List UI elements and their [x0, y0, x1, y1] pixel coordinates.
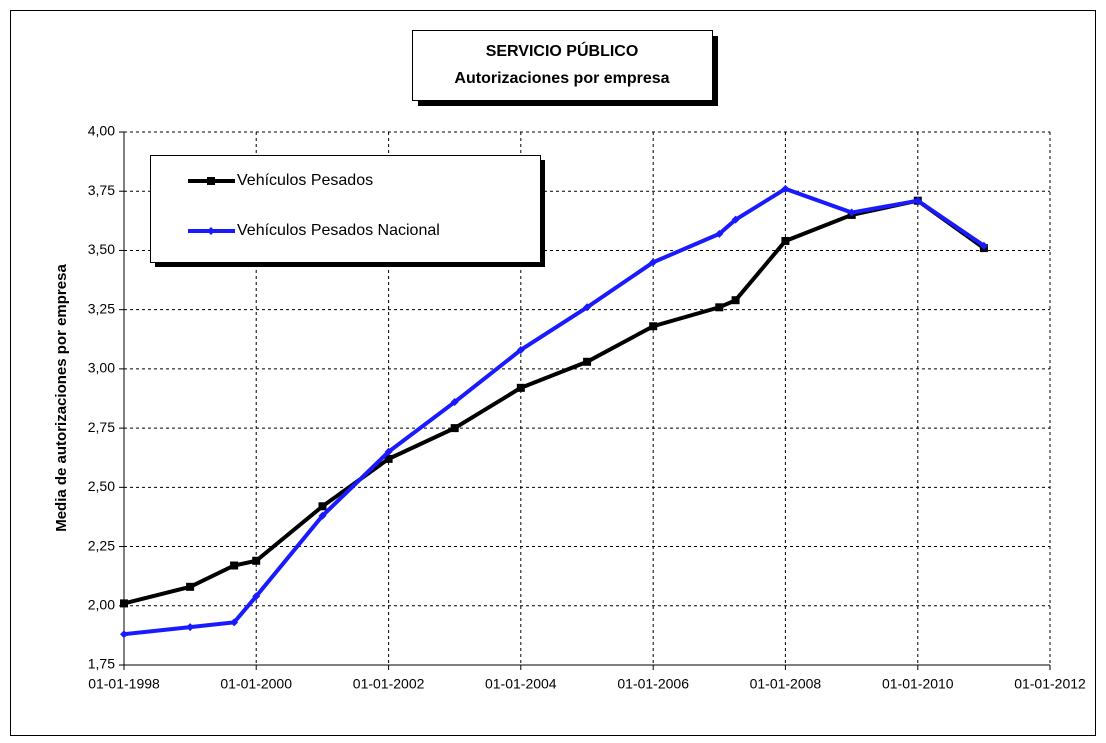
point-marker	[583, 303, 592, 312]
legend-label: Vehículos Pesados Nacional	[237, 222, 440, 239]
point-marker	[781, 184, 790, 193]
point-marker	[450, 424, 459, 433]
point-marker	[384, 447, 393, 456]
legend-marker	[207, 227, 215, 235]
y-tick-label: 3,75	[88, 182, 115, 198]
x-tick-label: 01-01-2004	[485, 676, 557, 692]
legend-label: Vehículos Pesados	[237, 172, 373, 189]
point-marker	[649, 258, 658, 267]
y-tick-label: 4,00	[88, 123, 115, 139]
title-box	[412, 30, 713, 101]
chart-title: SERVICIO PÚBLICO	[486, 41, 639, 60]
point-marker	[979, 241, 988, 250]
y-axis-label: Media de autorizaciones por empresa	[53, 264, 70, 532]
point-marker	[186, 582, 195, 591]
y-tick-label: 1,75	[88, 656, 115, 672]
series-line	[123, 186, 986, 637]
x-tick-label: 01-01-2002	[353, 676, 425, 692]
x-tick-label: 01-01-2000	[220, 676, 292, 692]
point-marker	[230, 561, 239, 570]
y-tick-label: 3,00	[88, 360, 115, 376]
y-tick-label: 2,25	[88, 537, 115, 553]
legend-box	[150, 155, 541, 263]
point-marker	[252, 592, 261, 601]
series-line	[123, 198, 986, 606]
y-tick-label: 3,50	[88, 241, 115, 257]
x-tick-label: 01-01-2006	[617, 676, 689, 692]
y-tick-label: 2,75	[88, 419, 115, 435]
point-marker	[318, 502, 327, 511]
x-tick-label: 01-01-1998	[88, 676, 160, 692]
point-marker	[715, 229, 724, 238]
point-marker	[120, 599, 128, 608]
point-marker	[230, 618, 239, 627]
point-marker	[913, 196, 922, 205]
y-tick-label: 2,00	[88, 596, 115, 612]
point-marker	[715, 303, 724, 312]
point-marker	[186, 623, 195, 632]
point-marker	[318, 511, 327, 520]
x-tick-label: 01-01-2012	[1014, 676, 1086, 692]
point-marker	[583, 357, 592, 366]
point-marker	[731, 215, 740, 224]
point-marker	[450, 398, 459, 407]
x-tick-label: 01-01-2010	[882, 676, 954, 692]
point-marker	[731, 296, 740, 305]
chart-title: Autorizaciones por empresa	[454, 70, 669, 87]
point-marker	[252, 556, 261, 565]
point-marker	[649, 322, 658, 331]
point-marker	[781, 236, 790, 245]
y-tick-label: 3,25	[88, 300, 115, 316]
point-marker	[120, 630, 128, 639]
point-marker	[516, 345, 525, 354]
point-marker	[384, 454, 393, 463]
legend-marker	[207, 177, 215, 185]
point-marker	[516, 383, 525, 392]
y-tick-label: 2,50	[88, 478, 115, 494]
point-marker	[847, 208, 856, 217]
x-tick-label: 01-01-2008	[750, 676, 822, 692]
